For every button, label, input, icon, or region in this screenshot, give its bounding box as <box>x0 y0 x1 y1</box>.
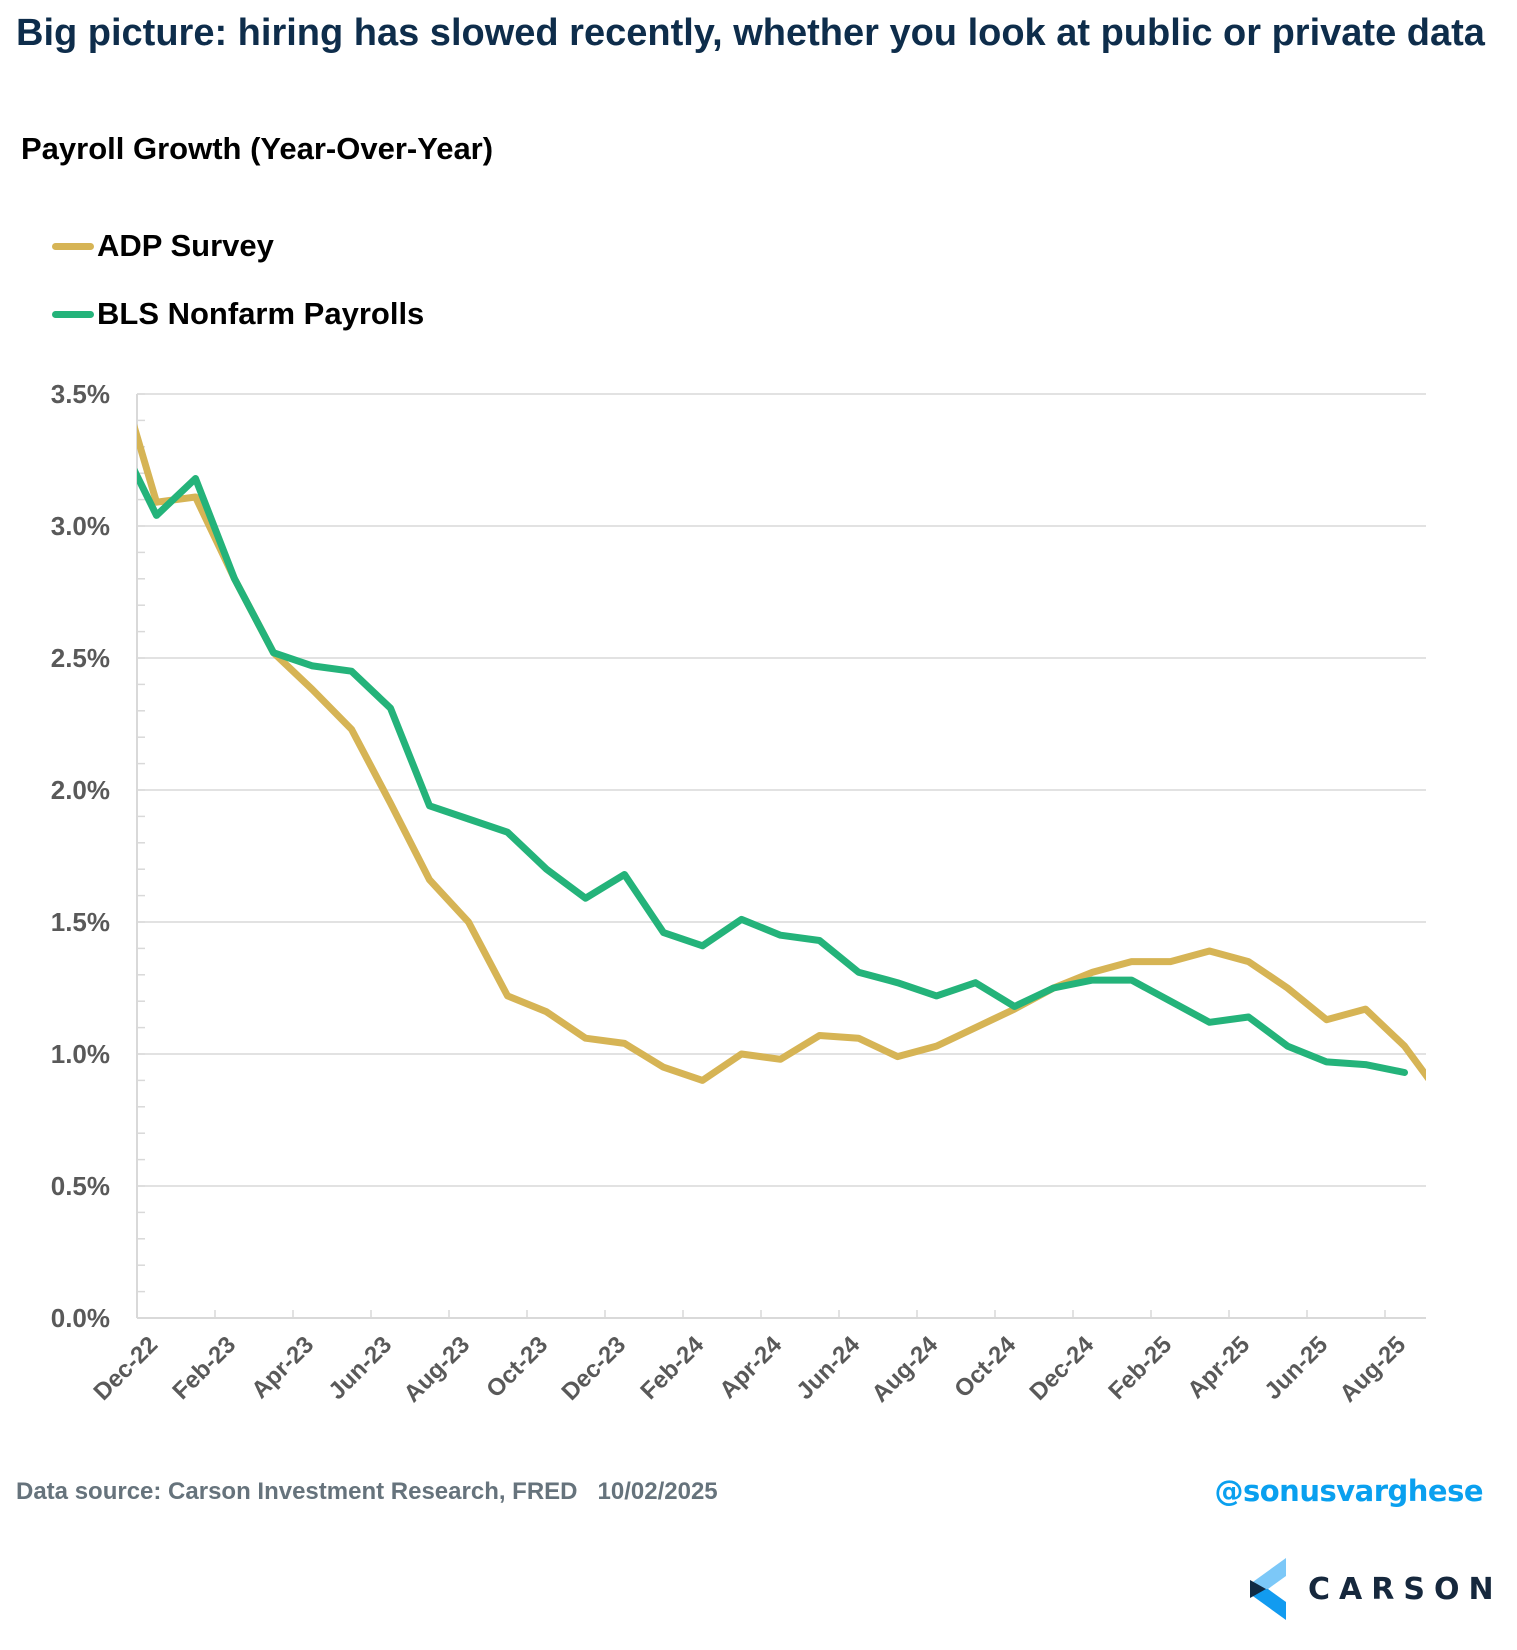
y-tick-label: 0.0% <box>51 1303 110 1333</box>
series-lines <box>137 423 1426 1084</box>
legend-label-bls: BLS Nonfarm Payrolls <box>97 296 425 331</box>
legend-item-adp: ADP Survey <box>52 212 424 280</box>
x-tick-label: Dec-22 <box>88 1331 163 1406</box>
x-tick-label: Aug-23 <box>399 1331 476 1408</box>
chart-title: Payroll Growth (Year-Over-Year) <box>21 131 494 166</box>
x-tick-label: Feb-25 <box>1103 1331 1177 1405</box>
legend-swatch-bls <box>52 310 94 318</box>
axes <box>136 393 1426 1319</box>
y-tick-label: 2.5% <box>51 643 110 673</box>
y-tick-label: 1.5% <box>51 907 110 937</box>
chart-headline: Big picture: hiring has slowed recently,… <box>16 12 1485 54</box>
x-tick-label: Aug-25 <box>1335 1331 1412 1408</box>
x-tick-label: Aug-24 <box>867 1331 944 1408</box>
y-tick-label: 1.0% <box>51 1039 110 1069</box>
carson-logo: CARSON <box>1250 1558 1503 1620</box>
series-line-adp <box>137 423 1426 1084</box>
line-chart: 0.0%0.5%1.0%1.5%2.0%2.5%3.0%3.5% Dec-22 F… <box>51 379 1426 1408</box>
legend-swatch-adp <box>52 242 94 250</box>
carson-logo-icon <box>1250 1558 1286 1620</box>
data-source-note: Data source: Carson Investment Research,… <box>16 1478 718 1505</box>
x-tick-label: Apr-23 <box>246 1331 319 1404</box>
x-tick-label: Oct-23 <box>481 1331 553 1403</box>
legend-item-bls: BLS Nonfarm Payrolls <box>52 280 424 348</box>
gridlines <box>137 393 1426 1187</box>
x-tick-label: Feb-23 <box>167 1331 241 1405</box>
x-tick-label: Apr-24 <box>714 1331 787 1404</box>
x-tick-label: Jun-23 <box>323 1331 397 1405</box>
y-tick-label: 0.5% <box>51 1171 110 1201</box>
x-tick-label: Dec-23 <box>556 1331 631 1406</box>
x-tick-label: Feb-24 <box>635 1331 709 1405</box>
x-tick-label: Dec-24 <box>1024 1331 1099 1406</box>
series-line-bls <box>137 467 1408 1076</box>
legend: ADP Survey BLS Nonfarm Payrolls <box>52 212 424 348</box>
x-axis-labels: Dec-22 Feb-23 Apr-23 Jun-23 Aug-23 Oct-23 Dec-… <box>88 1331 1411 1408</box>
x-tick-label: Oct-24 <box>949 1331 1021 1403</box>
x-tick-label: Apr-25 <box>1182 1331 1255 1404</box>
y-tick-label: 3.5% <box>51 379 110 409</box>
brand-name: CARSON <box>1308 1571 1503 1607</box>
author-handle[interactable]: @sonusvarghese <box>1214 1474 1483 1508</box>
y-tick-label: 3.0% <box>51 511 110 541</box>
x-tick-label: Jun-25 <box>1259 1331 1333 1405</box>
y-axis-labels: 0.0% 0.5% 1.0% 1.5% 2.0% 2.5% 3.0% 3.5% <box>51 379 110 1333</box>
x-tick-label: Jun-24 <box>791 1331 865 1405</box>
y-tick-label: 2.0% <box>51 775 110 805</box>
legend-label-adp: ADP Survey <box>97 228 274 263</box>
